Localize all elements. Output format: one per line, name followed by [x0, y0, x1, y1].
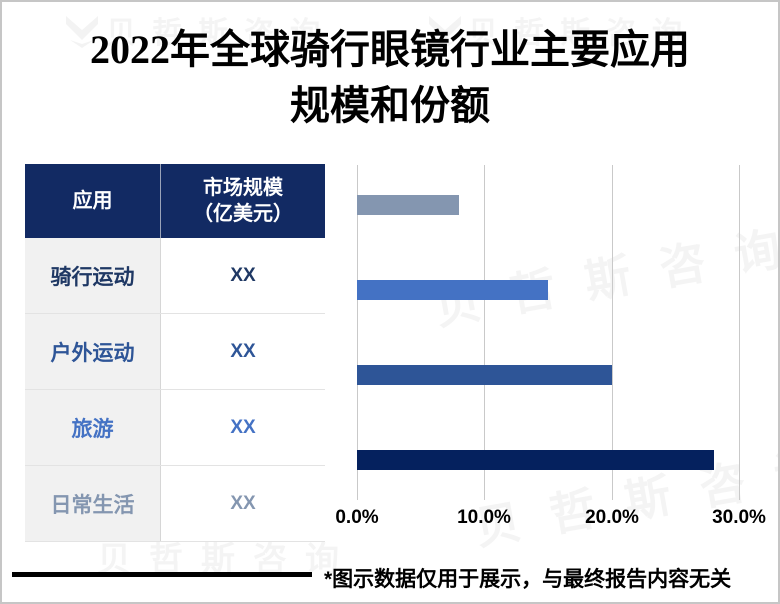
x-tick-label: 10.0%	[457, 507, 511, 528]
gridline	[612, 165, 613, 500]
row-label: 日常生活	[25, 466, 161, 541]
footer-divider-line	[12, 572, 312, 577]
market-size-table: 应用 市场规模 （亿美元） 骑行运动 XX 户外运动 XX 旅游 XX 日常生活…	[25, 164, 325, 542]
table-row: 户外运动 XX	[25, 314, 325, 390]
bar-户外运动	[357, 365, 612, 385]
table-row: 骑行运动 XX	[25, 238, 325, 314]
bar-骑行运动	[357, 450, 714, 470]
plot-area	[357, 165, 740, 500]
x-tick-label: 20.0%	[585, 507, 639, 528]
table-header-application: 应用	[25, 164, 161, 238]
row-label: 旅游	[25, 390, 161, 465]
chart-title-line2: 规模和份额	[290, 83, 490, 128]
row-value: XX	[161, 238, 325, 313]
row-value: XX	[161, 390, 325, 465]
table-row: 旅游 XX	[25, 390, 325, 466]
gridline	[484, 165, 485, 500]
row-value: XX	[161, 466, 325, 541]
table-header-market-size-line1: 市场规模	[203, 177, 283, 199]
table-header-market-size: 市场规模 （亿美元）	[161, 164, 325, 238]
table-header-market-size-line2: （亿美元）	[193, 203, 293, 225]
table-header-application-label: 应用	[72, 190, 113, 212]
table-row: 日常生活 XX	[25, 466, 325, 542]
row-value: XX	[161, 314, 325, 389]
chart-title-line1: 2022年全球骑行眼镜行业主要应用	[90, 27, 690, 72]
row-label: 户外运动	[25, 314, 161, 389]
chart-title: 2022年全球骑行眼镜行业主要应用 规模和份额	[2, 22, 778, 134]
bar-日常生活	[357, 195, 459, 215]
bar-旅游	[357, 280, 548, 300]
table-header-row: 应用 市场规模 （亿美元）	[25, 164, 325, 238]
row-label: 骑行运动	[25, 238, 161, 313]
x-tick-label: 0.0%	[335, 507, 379, 528]
x-tick-label: 30.0%	[712, 507, 766, 528]
gridline	[357, 165, 358, 500]
gridline	[739, 165, 740, 500]
disclaimer-note: *图示数据仅用于展示，与最终报告内容无关	[324, 568, 732, 591]
x-axis: 0.0% 10.0% 20.0% 30.0%	[335, 507, 766, 533]
